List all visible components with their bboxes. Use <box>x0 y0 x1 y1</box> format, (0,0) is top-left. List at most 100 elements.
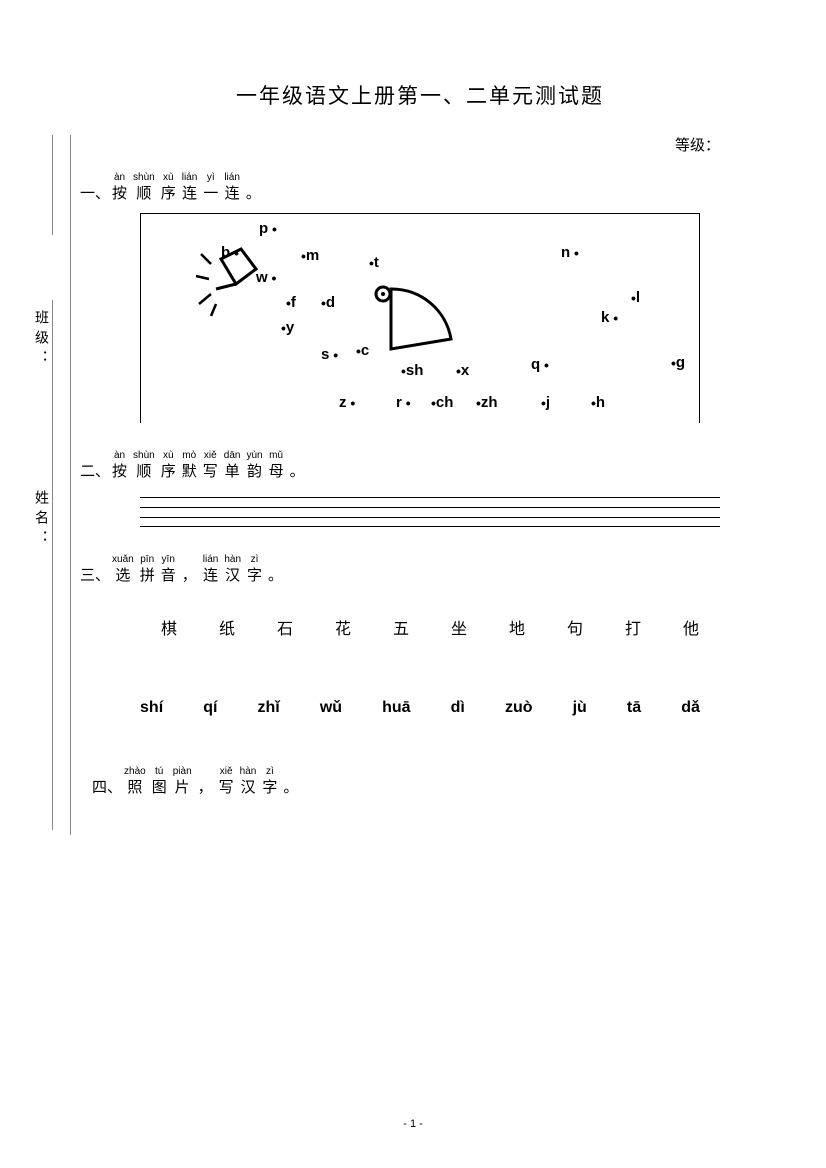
name-label: 姓名： <box>30 490 50 550</box>
match-hanzi: 棋 <box>161 615 177 639</box>
hanzi-row: 棋纸石花五坐地句打他 <box>140 615 720 639</box>
match-pinyin: qí <box>203 699 217 717</box>
ruby-char: dān 单 <box>224 451 241 481</box>
four-line-grid <box>140 497 720 527</box>
pinyin-annotation: àn <box>114 451 125 461</box>
hanzi-char: 。 <box>246 185 261 203</box>
diagram-letter: •sh <box>401 362 423 379</box>
hanzi-char: 连 <box>182 185 197 203</box>
pinyin-annotation: xiě <box>220 767 233 777</box>
section-4-heading: 四、 zhào照tú图piàn片，xiě写hàn汉zì字。 <box>92 767 760 797</box>
ruby-char: zì 字 <box>247 555 262 585</box>
pinyin-annotation: mǔ <box>269 451 283 461</box>
hanzi-char: 序 <box>161 185 176 203</box>
section-1: 一、 àn按shùn顺xù序lián连yì一lián连。 p •b ••m•tn… <box>80 173 760 423</box>
page-content: 一年级语文上册第一、二单元测试题 等级： 一、 àn按shùn顺xù序lián连… <box>80 80 760 825</box>
ruby-char: 。 <box>246 183 261 203</box>
ruby-char: piàn 片 <box>173 767 192 797</box>
diagram-letter: s • <box>321 346 338 363</box>
ruby-char: lián连 <box>224 173 240 203</box>
diagram-letter: •j <box>541 394 550 411</box>
hanzi-char: 序 <box>161 463 176 481</box>
pinyin-annotation: xù <box>163 451 174 461</box>
pinyin-annotation: zhào <box>124 767 146 777</box>
pinyin-annotation: yīn <box>162 555 175 565</box>
diagram-letter: •l <box>631 289 640 306</box>
ruby-char: 。 <box>268 565 283 585</box>
pinyin-annotation: piàn <box>173 767 192 777</box>
diagram-letter: •x <box>456 362 469 379</box>
match-pinyin: tā <box>627 699 641 717</box>
ruby-char: lián 连 <box>203 555 219 585</box>
diagram-letter: •t <box>369 254 379 271</box>
ruby-char: ， <box>198 777 213 797</box>
diagram-letter: •m <box>301 247 319 264</box>
hanzi-char: 选 <box>115 567 130 585</box>
hanzi-char: 。 <box>290 463 305 481</box>
ruby-char: zhào 照 <box>124 767 146 797</box>
match-pinyin: dǎ <box>681 699 700 717</box>
match-hanzi: 打 <box>625 615 641 639</box>
match-hanzi: 句 <box>567 615 583 639</box>
pinyin-annotation: mò <box>182 451 196 461</box>
diagram-letter: •y <box>281 319 294 336</box>
diagram-letter: •c <box>356 342 369 359</box>
ruby-char: yì一 <box>203 173 218 203</box>
hanzi-char: 母 <box>269 463 284 481</box>
diagram-letter: •zh <box>476 394 498 411</box>
pinyin-annotation: lián <box>224 173 240 183</box>
match-hanzi: 他 <box>683 615 699 639</box>
pinyin-annotation: yùn <box>246 451 262 461</box>
hanzi-char: 汉 <box>240 779 255 797</box>
section-3: 三、 xuǎn选pīn拼yīn音，lián连hàn汉zì字。 棋纸石花五坐地句打… <box>80 555 760 717</box>
match-pinyin: huā <box>382 699 410 717</box>
match-hanzi: 纸 <box>219 615 235 639</box>
diagram-letter: p • <box>259 220 277 237</box>
pinyin-annotation: pīn <box>140 555 154 565</box>
diagram-letter: z • <box>339 394 355 411</box>
hanzi-char: 写 <box>219 779 234 797</box>
pinyin-annotation: xù <box>163 173 174 183</box>
ruby-char: zì 字 <box>262 767 277 797</box>
hanzi-char: 单 <box>225 463 240 481</box>
ruby-char: mǔ 母 <box>269 451 284 481</box>
hanzi-char: 。 <box>283 779 298 797</box>
diagram-letter: •ch <box>431 394 453 411</box>
diagram-letter: q • <box>531 356 549 373</box>
ruby-char: hàn汉 <box>224 555 241 585</box>
pinyin-annotation: dān <box>224 451 241 461</box>
grade-label: 等级： <box>80 134 760 155</box>
pinyin-annotation: zì <box>266 767 274 777</box>
match-pinyin: dì <box>451 699 465 717</box>
section-1-heading: 一、 àn按shùn顺xù序lián连yì一lián连。 <box>80 173 760 203</box>
match-hanzi: 坐 <box>451 615 467 639</box>
pinyin-annotation: lián <box>203 555 219 565</box>
hanzi-char: 顺 <box>136 463 151 481</box>
ruby-char: xiě写 <box>203 451 218 481</box>
match-pinyin: zhǐ <box>258 699 280 717</box>
section-3-heading: 三、 xuǎn选pīn拼yīn音，lián连hàn汉zì字。 <box>80 555 760 585</box>
diagram-letter: b • <box>221 244 239 261</box>
match-pinyin: zuò <box>505 699 533 717</box>
hanzi-char: 字 <box>247 567 262 585</box>
diagram-letter: •f <box>286 294 296 311</box>
ruby-char: shùn顺 <box>133 173 155 203</box>
ruby-char: àn按 <box>112 451 127 481</box>
section-ordinal: 一、 <box>80 185 110 203</box>
margin-rule <box>52 300 53 830</box>
hanzi-char: ， <box>182 567 197 585</box>
class-label: 班级： <box>30 310 50 370</box>
hanzi-char: 一 <box>203 185 218 203</box>
hanzi-char: 片 <box>175 779 190 797</box>
ruby-char: 。 <box>283 777 298 797</box>
section-ordinal: 四、 <box>92 779 122 797</box>
hanzi-char: 连 <box>203 567 218 585</box>
ruby-char: 。 <box>290 461 305 481</box>
hanzi-char: 照 <box>127 779 142 797</box>
section-ordinal: 三、 <box>80 567 110 585</box>
diagram-letter: n • <box>561 244 579 261</box>
pinyin-annotation: zì <box>251 555 259 565</box>
match-hanzi: 花 <box>335 615 351 639</box>
pinyin-annotation: xiě <box>204 451 217 461</box>
hanzi-char: 字 <box>262 779 277 797</box>
